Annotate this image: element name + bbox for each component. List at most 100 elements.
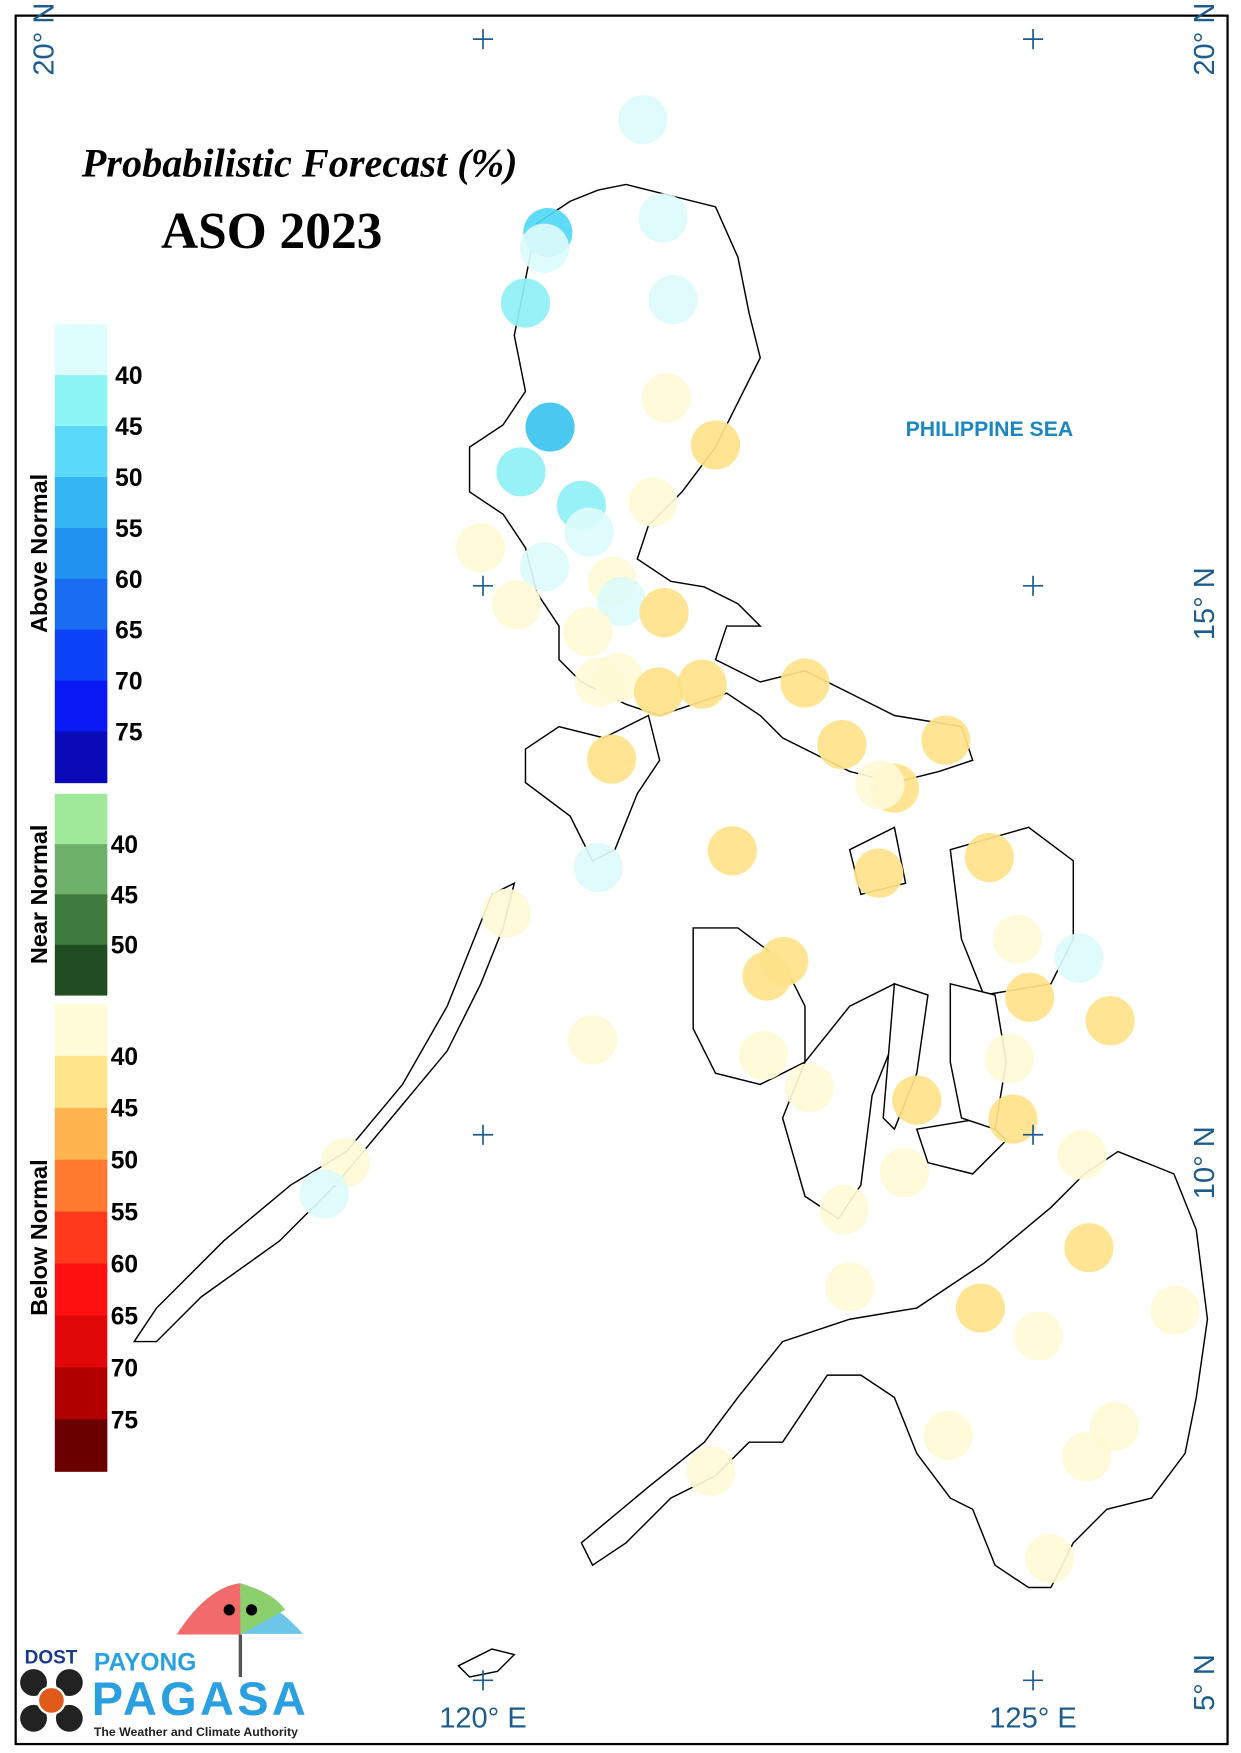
- logo-agency: DOST: [25, 1648, 78, 1669]
- colorbar-segment: [54, 1367, 108, 1420]
- station-marker: [1062, 1432, 1112, 1482]
- colorbar-label: 40: [115, 363, 142, 390]
- station-marker: [586, 734, 637, 784]
- colorbar-segment: [54, 894, 108, 946]
- station-marker: [496, 447, 546, 497]
- colorbar-segment: [54, 629, 108, 682]
- station-marker: [1057, 1130, 1107, 1180]
- colorbar-segment: [54, 944, 108, 996]
- station-marker: [1005, 972, 1055, 1022]
- logo-umbrella: [240, 1583, 286, 1635]
- station-marker: [1014, 1311, 1064, 1361]
- station-marker: [690, 420, 741, 470]
- station-marker: [525, 402, 575, 452]
- colorbar-label: 75: [111, 1407, 138, 1434]
- station-marker: [593, 652, 643, 703]
- colorbar-label: 55: [115, 516, 142, 543]
- logo-emblem: [20, 1704, 47, 1732]
- logo-umbrella: [176, 1583, 241, 1635]
- logo: DOST PAYONG PAGASA The Weather and Clima…: [20, 1583, 306, 1739]
- station-marker: [491, 580, 542, 630]
- station-marker: [707, 826, 757, 876]
- colorbar-segment: [54, 324, 108, 376]
- station-marker: [964, 832, 1015, 883]
- colorbar-segment: [54, 1159, 108, 1213]
- colorbar-segment: [54, 793, 108, 845]
- station-marker: [686, 1446, 736, 1496]
- legend: 40 45 50 55 60 65 70 75 Above Normal 40 45 50 Near N…: [26, 324, 143, 1472]
- map-title: Probabilistic Forecast (%): [81, 141, 518, 186]
- station-marker: [481, 888, 532, 938]
- sea-label: PHILIPPINE SEA: [906, 417, 1074, 441]
- colorbar-label: 75: [115, 720, 142, 747]
- colorbar-segment: [54, 1107, 108, 1161]
- colorbar-segment: [54, 1315, 108, 1368]
- logo-emblem: [55, 1704, 83, 1732]
- latitude-label: 20° N: [1189, 3, 1221, 76]
- legend-group-name: Above Normal: [26, 474, 52, 633]
- colorbar-segment: [54, 1003, 108, 1057]
- colorbar-label: 45: [111, 882, 138, 909]
- station-marker: [500, 278, 551, 328]
- station-marker: [563, 607, 613, 657]
- station-marker: [988, 1094, 1038, 1144]
- colorbar-label: 40: [111, 1044, 138, 1071]
- colorbar-segment: [54, 527, 108, 580]
- colorbar-segment: [54, 1055, 108, 1109]
- colorbar-segment: [54, 375, 108, 427]
- station-marker: [817, 719, 867, 770]
- legend-group-name: Below Normal: [26, 1159, 52, 1316]
- colorbar-label: 50: [111, 933, 138, 960]
- logo-eye: [245, 1604, 258, 1616]
- station-marker: [628, 477, 678, 527]
- station-marker: [677, 659, 727, 709]
- palawan: [132, 881, 516, 1343]
- station-marker: [1150, 1285, 1200, 1335]
- station-marker: [780, 658, 830, 708]
- station-marker: [633, 667, 684, 717]
- colorbar-label: 40: [111, 832, 138, 859]
- colorbar-segment: [54, 426, 108, 478]
- station-marker: [639, 588, 689, 638]
- latitude-label: 20° N: [29, 3, 61, 76]
- logo-eye: [223, 1604, 235, 1616]
- station-marker: [819, 1185, 869, 1235]
- longitude-label: 125° E: [989, 1702, 1077, 1734]
- latitude-label: 5° N: [1189, 1654, 1221, 1711]
- colorbar-label: 45: [111, 1096, 138, 1123]
- colorbar-label: 70: [115, 669, 142, 696]
- station-marker: [921, 715, 971, 765]
- station-marker: [456, 523, 506, 573]
- station-marker: [597, 576, 647, 627]
- colorbar-label: 50: [111, 1148, 138, 1175]
- map-subtitle: ASO 2023: [161, 203, 382, 260]
- station-marker: [564, 507, 614, 557]
- station-marker: [825, 1262, 875, 1312]
- colorbar-segment: [54, 680, 108, 733]
- station-marker: [742, 951, 792, 1001]
- station-markers: [299, 95, 1200, 1584]
- station-marker: [854, 848, 904, 898]
- station-marker: [648, 275, 698, 325]
- logo-emblem: [36, 1685, 66, 1715]
- colorbar-label: 50: [115, 465, 142, 492]
- logo-emblem: [20, 1669, 47, 1696]
- logo-tagline: The Weather and Climate Authority: [94, 1725, 298, 1739]
- station-marker: [1085, 996, 1135, 1046]
- colorbar-segment: [54, 1211, 108, 1265]
- colorbar-segment: [54, 731, 108, 784]
- station-marker: [638, 193, 688, 243]
- colorbar-segment: [54, 1419, 108, 1472]
- sulu-islands: [457, 1648, 516, 1678]
- colorbar-segment: [54, 1263, 108, 1317]
- colorbar-label: 65: [111, 1303, 138, 1330]
- station-marker: [892, 1075, 942, 1125]
- latitude-label: 10° N: [1189, 1126, 1221, 1199]
- graticule: [472, 29, 1044, 1691]
- colorbar-label: 60: [111, 1252, 138, 1279]
- station-marker: [519, 223, 570, 273]
- logo-brand-top: PAYONG: [94, 1649, 196, 1676]
- logo-emblem: [55, 1669, 83, 1696]
